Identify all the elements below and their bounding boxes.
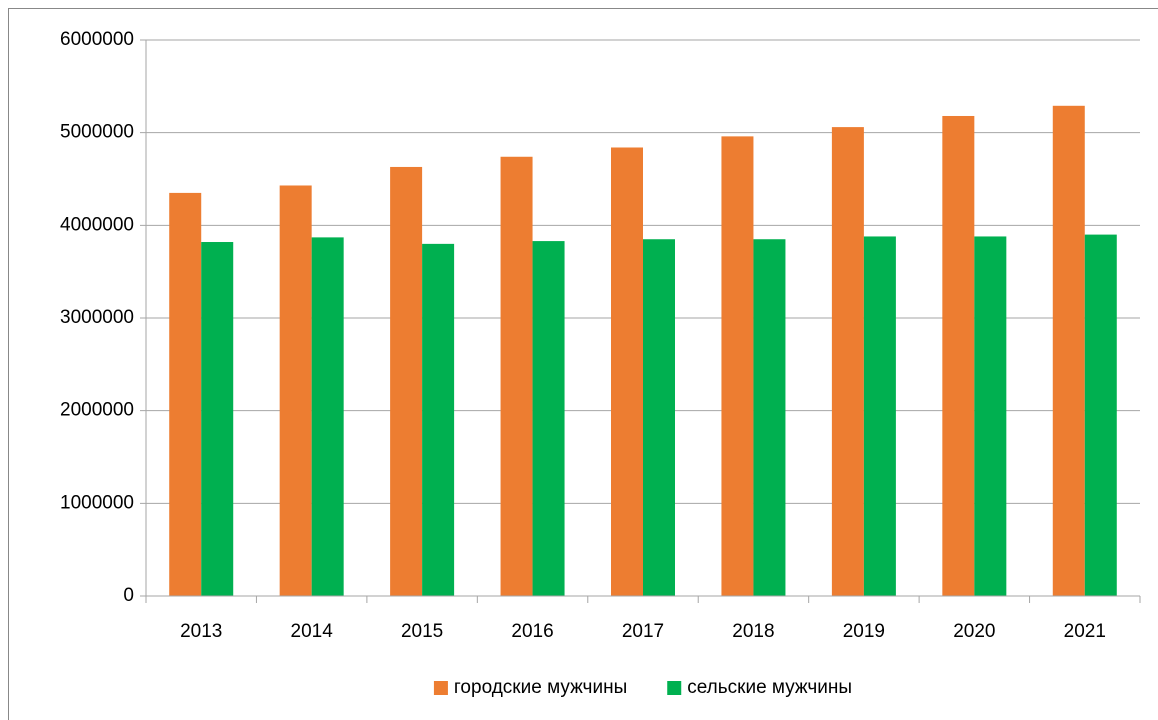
bar — [721, 136, 754, 596]
bar — [422, 243, 455, 596]
bar — [279, 185, 312, 596]
bar — [1052, 105, 1085, 596]
x-tick-label: 2017 — [622, 621, 664, 642]
bar — [831, 127, 864, 597]
y-tick-label: 5000000 — [60, 122, 134, 143]
legend-label: городские мужчины — [454, 677, 627, 698]
bar — [643, 239, 675, 596]
x-tick-label: 2019 — [843, 621, 885, 642]
bar — [611, 147, 643, 596]
x-tick-label: 2015 — [401, 621, 443, 642]
legend-swatch — [667, 681, 682, 695]
x-tick-label: 2018 — [732, 621, 774, 642]
y-tick-label: 0 — [123, 585, 134, 606]
bar — [311, 237, 344, 596]
y-tick-label: 3000000 — [60, 307, 134, 328]
chart-border — [8, 8, 1158, 720]
bar — [532, 241, 565, 596]
x-tick-label: 2020 — [953, 621, 995, 642]
bar — [1084, 234, 1117, 596]
x-tick-label: 2014 — [291, 621, 334, 642]
bar — [753, 239, 786, 596]
x-tick-label: 2013 — [180, 621, 222, 642]
bar — [169, 192, 202, 596]
bar — [942, 115, 975, 596]
bar — [390, 166, 423, 596]
y-tick-label: 2000000 — [60, 400, 134, 421]
x-tick-label: 2016 — [511, 621, 553, 642]
bar — [974, 236, 1007, 596]
bar — [863, 236, 896, 596]
y-tick-label: 4000000 — [60, 214, 134, 235]
legend-label: сельские мужчины — [687, 677, 852, 698]
bar — [500, 156, 533, 596]
y-tick-label: 1000000 — [60, 492, 134, 513]
legend-swatch — [433, 681, 448, 695]
x-tick-label: 2021 — [1064, 621, 1106, 642]
y-tick-label: 6000000 — [60, 29, 134, 50]
bar — [201, 242, 234, 596]
